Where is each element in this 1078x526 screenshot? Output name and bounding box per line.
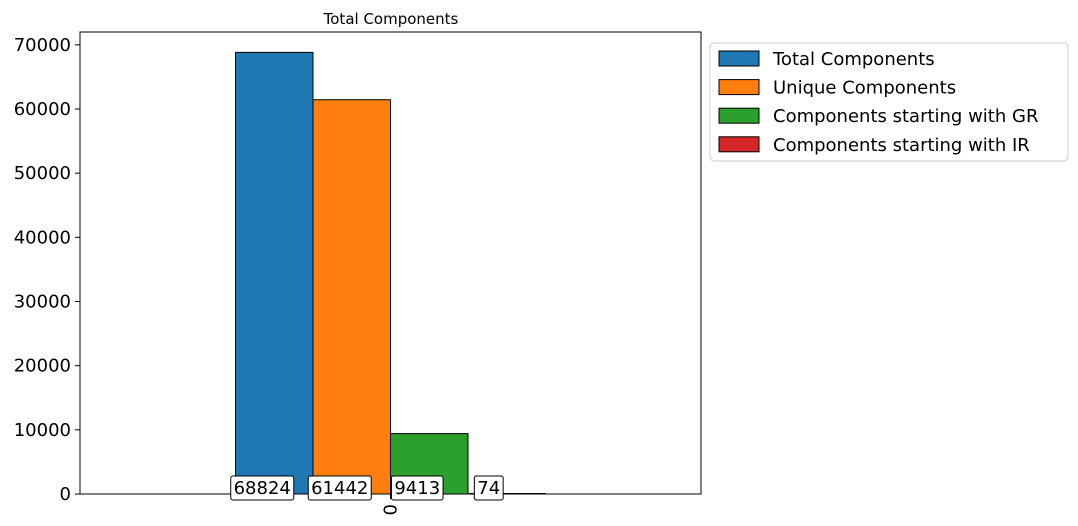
legend-label: Components starting with GR: [773, 106, 1038, 127]
legend-swatch: [718, 107, 760, 124]
y-tick-label: 40000: [14, 227, 71, 248]
bars-group: [235, 51, 546, 495]
data-label: 61442: [307, 475, 372, 501]
chart-title: Total Components: [323, 10, 459, 28]
y-tick-label: 0: [60, 484, 71, 505]
legend-label: Total Components: [772, 49, 935, 70]
data-labels: 68824 61442 9413 74: [230, 475, 504, 501]
bar-2: [312, 99, 391, 495]
x-axis: 0: [381, 494, 402, 515]
data-label-text: 61442: [311, 478, 368, 499]
y-tick-label: 30000: [14, 292, 71, 313]
y-tick-label: 50000: [14, 163, 71, 184]
data-label: 74: [473, 475, 504, 501]
data-label: 68824: [230, 475, 295, 501]
legend-frame: [709, 42, 1069, 162]
legend-label: Components starting with IR: [773, 135, 1030, 156]
legend-swatch: [718, 136, 760, 153]
legend: Total Components Unique Components Compone…: [709, 42, 1069, 162]
legend-swatch: [718, 79, 760, 96]
data-label-box: [230, 475, 295, 501]
y-axis: 0 10000 20000 30000 40000 50000 60000 70000: [14, 35, 80, 505]
data-label-text: 74: [477, 478, 500, 499]
data-label-box: [390, 475, 444, 501]
legend-label: Unique Components: [773, 78, 956, 99]
y-tick-label: 60000: [14, 99, 71, 120]
y-tick-label: 70000: [14, 35, 71, 56]
data-label-box: [473, 475, 504, 501]
data-label: 9413: [390, 475, 444, 501]
y-tick-label: 20000: [14, 356, 71, 377]
data-label-text: 9413: [394, 478, 440, 499]
bar-1: [235, 51, 314, 495]
x-tick-label: 0: [381, 504, 402, 515]
data-label-box: [307, 475, 372, 501]
legend-swatch: [718, 50, 760, 67]
y-tick-label: 10000: [14, 420, 71, 441]
data-label-text: 68824: [234, 478, 291, 499]
